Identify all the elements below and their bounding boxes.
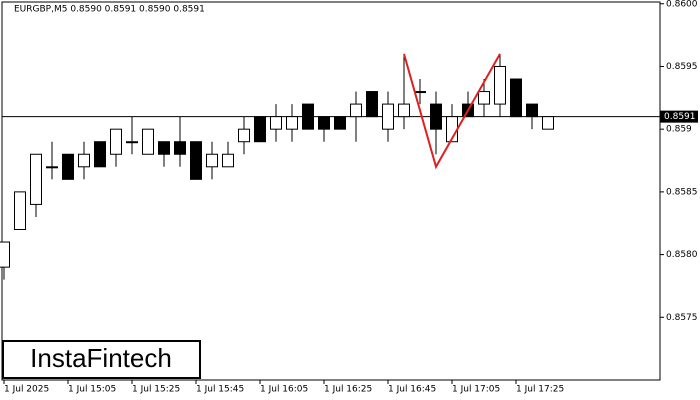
candle-body [270,116,282,130]
x-tick-label: 1 Jul 17:25 [516,385,564,395]
candle-body [126,141,138,144]
price-label-box [660,110,698,123]
y-tick-label: 0.8585 [666,187,698,197]
y-tick-label: 0.8595 [666,62,698,72]
candle-body [30,153,42,205]
candle-body [478,91,490,105]
x-tick-label: 1 Jul 17:05 [452,385,500,395]
y-tick-label: 0.8575 [666,313,698,323]
y-tick-label: 0.8580 [666,250,698,260]
candle-body [238,128,250,143]
candle-body [0,241,10,268]
candle-body [110,128,122,155]
y-tick-label: 0.8600 [666,0,698,9]
candle-body [366,91,378,118]
candle-body [46,166,58,169]
candle-body [494,65,506,105]
x-tick-label: 1 Jul 16:45 [388,385,436,395]
chart-header: EURGBP,M5 0.8590 0.8591 0.8590 0.8591 [14,5,205,15]
logo-box [2,340,201,379]
x-tick-label: 1 Jul 15:25 [132,385,180,395]
candle-body [414,91,426,94]
candle-body [142,128,154,155]
candle-body [302,103,314,130]
x-tick-label: 1 Jul 15:45 [196,385,244,395]
candle-body [222,153,234,168]
candle-body [334,116,346,130]
candle-body [382,103,394,130]
pattern-line [403,53,501,170]
x-tick-label: 1 Jul 2025 [4,385,49,395]
candle-body [78,153,90,168]
candle-body [174,141,186,155]
logo: InstaFintech [30,343,172,373]
candle-body [398,103,410,118]
candle-body [158,141,170,155]
price-label: 0.8591 [664,112,696,122]
candle-body [542,116,554,130]
candle-body [430,103,442,130]
candle-body [286,116,298,130]
y-tick-label: 0.859 [666,125,692,135]
candle-body [350,103,362,118]
candle-body [254,116,266,143]
candle-body [206,153,218,168]
x-tick-label: 1 Jul 16:25 [324,385,372,395]
candle-body [14,191,26,231]
x-tick-label: 1 Jul 16:05 [260,385,308,395]
candle-body [510,78,522,118]
x-tick-label: 1 Jul 15:05 [68,385,116,395]
candle-body [526,103,538,118]
candle-body [190,141,202,180]
candle-body [94,141,106,168]
candle-body [318,116,330,130]
candle-body [62,153,74,180]
plot-frame [1,1,661,381]
